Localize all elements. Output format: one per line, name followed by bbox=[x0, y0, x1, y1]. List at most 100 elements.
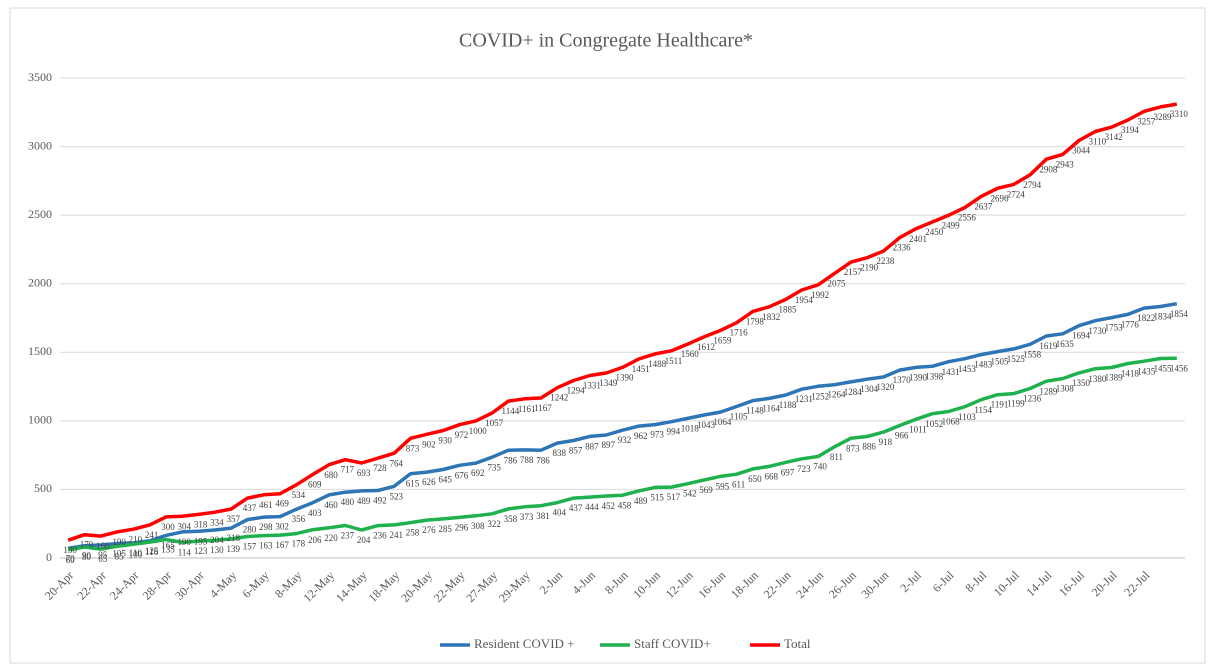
data-label: 130 bbox=[210, 545, 224, 555]
data-label: 1730 bbox=[1088, 326, 1107, 336]
data-label: 3044 bbox=[1072, 146, 1091, 156]
data-label: 542 bbox=[683, 489, 697, 499]
data-label: 902 bbox=[422, 439, 436, 449]
data-label: 452 bbox=[601, 501, 615, 511]
data-label: 178 bbox=[292, 539, 306, 549]
data-label: 1798 bbox=[746, 316, 765, 326]
data-label: 1144 bbox=[502, 406, 520, 416]
data-label: 3110 bbox=[1088, 137, 1106, 147]
data-label: 1619 bbox=[1039, 341, 1058, 351]
data-label: 2499 bbox=[942, 220, 961, 230]
data-label: 515 bbox=[650, 492, 664, 502]
data-label: 786 bbox=[536, 455, 550, 465]
data-label: 517 bbox=[667, 492, 681, 502]
data-label: 489 bbox=[357, 496, 371, 506]
data-label: 218 bbox=[226, 533, 240, 543]
y-tick-label: 3500 bbox=[28, 70, 52, 84]
data-label: 163 bbox=[259, 541, 273, 551]
data-label: 3142 bbox=[1105, 132, 1123, 142]
data-label: 873 bbox=[406, 443, 420, 453]
data-label: 887 bbox=[585, 441, 599, 451]
data-label: 1331 bbox=[583, 381, 601, 391]
data-label: 492 bbox=[373, 496, 387, 506]
data-label: 1694 bbox=[1072, 331, 1091, 341]
data-label: 972 bbox=[455, 430, 469, 440]
data-label: 1011 bbox=[909, 424, 927, 434]
data-label: 886 bbox=[862, 442, 876, 452]
data-label: 1052 bbox=[925, 419, 943, 429]
series-line bbox=[67, 356, 1177, 552]
data-label: 356 bbox=[292, 514, 306, 524]
data-label: 110 bbox=[129, 548, 143, 558]
data-label: 460 bbox=[324, 500, 338, 510]
data-label: 1525 bbox=[1007, 354, 1026, 364]
data-label: 85 bbox=[115, 551, 125, 561]
data-label: 3310 bbox=[1170, 109, 1189, 119]
data-label: 125 bbox=[145, 546, 159, 556]
data-label: 723 bbox=[797, 464, 811, 474]
data-label: 157 bbox=[243, 542, 257, 552]
y-tick-label: 2000 bbox=[28, 275, 52, 289]
data-label: 167 bbox=[275, 540, 289, 550]
y-tick-label: 1500 bbox=[28, 344, 52, 358]
data-label: 276 bbox=[422, 525, 436, 535]
data-label: 595 bbox=[716, 481, 730, 491]
data-label: 1659 bbox=[713, 336, 732, 346]
data-label: 1294 bbox=[567, 386, 586, 396]
data-label: 1612 bbox=[697, 342, 715, 352]
data-label: 296 bbox=[455, 522, 469, 532]
data-label: 60 bbox=[66, 555, 76, 565]
data-label: 1456 bbox=[1170, 363, 1189, 373]
data-label: 693 bbox=[357, 468, 371, 478]
data-label: 458 bbox=[618, 500, 632, 510]
data-label: 2724 bbox=[1007, 189, 1026, 199]
data-label: 165 bbox=[161, 540, 175, 550]
data-label: 676 bbox=[455, 470, 469, 480]
data-label: 626 bbox=[422, 477, 436, 487]
data-label: 1398 bbox=[925, 371, 944, 381]
data-label: 1885 bbox=[779, 305, 798, 315]
data-label: 609 bbox=[308, 480, 322, 490]
data-label: 1505 bbox=[991, 357, 1010, 367]
data-label: 65 bbox=[98, 554, 108, 564]
data-label: 1776 bbox=[1121, 319, 1140, 329]
data-label: 1834 bbox=[1154, 312, 1173, 322]
data-label: 210 bbox=[129, 534, 143, 544]
data-label: 1483 bbox=[974, 360, 993, 370]
data-label: 645 bbox=[438, 475, 452, 485]
legend-label: Resident COVID + bbox=[474, 636, 575, 651]
data-label: 668 bbox=[764, 471, 778, 481]
data-label: 2450 bbox=[925, 227, 944, 237]
data-label: 3289 bbox=[1154, 112, 1173, 122]
data-label: 994 bbox=[667, 427, 681, 437]
data-label: 1635 bbox=[1056, 339, 1075, 349]
data-label: 966 bbox=[895, 431, 909, 441]
data-label: 90 bbox=[82, 551, 92, 561]
data-label: 918 bbox=[879, 437, 893, 447]
data-label: 241 bbox=[145, 530, 159, 540]
data-label: 1167 bbox=[534, 403, 552, 413]
data-label: 170 bbox=[80, 540, 94, 550]
data-label: 2075 bbox=[827, 278, 846, 288]
data-label: 469 bbox=[275, 499, 289, 509]
data-label: 650 bbox=[748, 474, 762, 484]
data-label: 697 bbox=[781, 467, 795, 477]
data-label: 1431 bbox=[942, 367, 960, 377]
data-label: 373 bbox=[520, 512, 534, 522]
series-line bbox=[67, 102, 1178, 542]
data-label: 1199 bbox=[1007, 399, 1025, 409]
data-label: 3257 bbox=[1137, 116, 1156, 126]
data-label: 611 bbox=[732, 479, 745, 489]
data-label: 2190 bbox=[860, 263, 879, 273]
data-label: 786 bbox=[504, 455, 518, 465]
data-label: 717 bbox=[341, 465, 355, 475]
y-tick-label: 1000 bbox=[28, 413, 52, 427]
data-label: 1154 bbox=[974, 405, 992, 415]
y-tick-label: 3000 bbox=[28, 138, 52, 152]
data-label: 2908 bbox=[1039, 164, 1058, 174]
data-label: 1105 bbox=[730, 412, 748, 422]
data-label: 1822 bbox=[1137, 313, 1155, 323]
data-label: 1455 bbox=[1154, 364, 1173, 374]
data-label: 298 bbox=[259, 522, 273, 532]
data-label: 1511 bbox=[665, 356, 683, 366]
